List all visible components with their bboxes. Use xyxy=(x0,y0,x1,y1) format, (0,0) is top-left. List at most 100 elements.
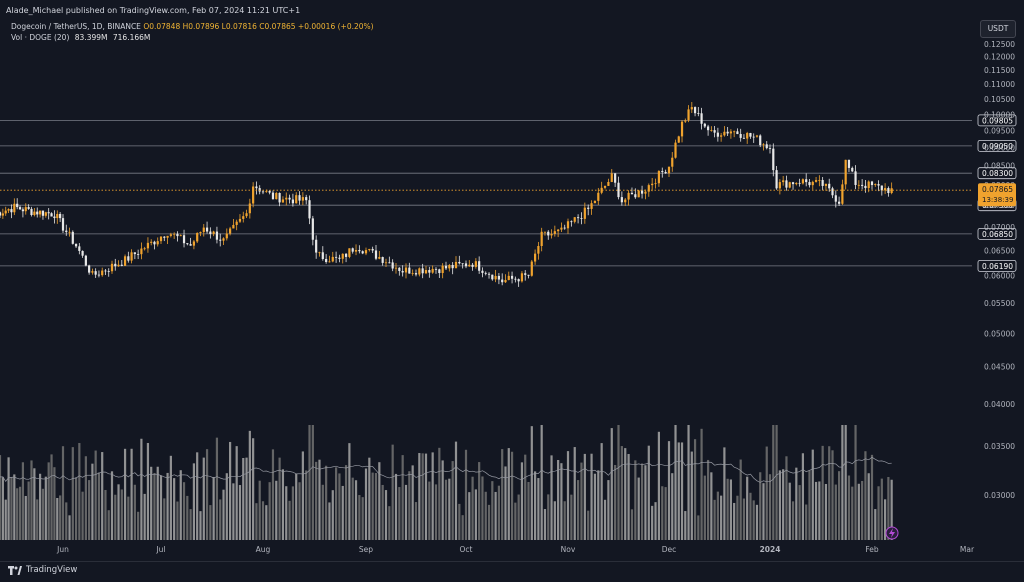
tradingview-logo[interactable]: TradingView xyxy=(8,565,77,575)
y-tick-label: 0.07000 xyxy=(984,223,1015,232)
candle-body xyxy=(182,235,186,244)
volume-bar xyxy=(844,425,847,540)
candle-body xyxy=(697,113,700,114)
volume-bar xyxy=(245,457,248,540)
candle-body xyxy=(209,231,212,235)
volume-bar xyxy=(242,458,245,540)
volume-bar xyxy=(884,499,887,540)
volume-bar xyxy=(248,430,251,540)
candle-body xyxy=(441,265,444,274)
volume-bar xyxy=(351,477,354,540)
volume-bar xyxy=(501,449,504,540)
candle-body xyxy=(597,192,600,201)
candle-body xyxy=(677,136,680,143)
candle-body xyxy=(16,203,19,208)
x-tick-label: Jun xyxy=(56,545,69,554)
volume-bar xyxy=(644,465,647,540)
candle-body xyxy=(173,233,176,235)
volume-legend: Vol · DOGE (20) 83.399M 716.166M xyxy=(11,33,150,42)
candle-body xyxy=(156,241,159,245)
volume-bar xyxy=(107,510,110,540)
candle-body xyxy=(497,275,501,280)
candle-body xyxy=(285,197,288,200)
volume-bar xyxy=(384,490,388,540)
volume-bar xyxy=(301,451,304,540)
volume-bar xyxy=(851,486,854,540)
x-tick-label: Oct xyxy=(460,545,473,554)
volume-bar xyxy=(607,480,610,540)
candle-body xyxy=(834,195,837,202)
candle-body xyxy=(785,180,788,188)
price-chart[interactable]: 0.098050.090500.083000.075000.068500.061… xyxy=(0,0,1024,561)
currency-button[interactable]: USDT xyxy=(980,20,1016,38)
volume-bar xyxy=(215,437,219,540)
volume-bar xyxy=(321,484,324,540)
candle-body xyxy=(854,171,857,185)
candle-body xyxy=(71,231,74,244)
volume-bar xyxy=(117,484,120,540)
volume-bar xyxy=(268,482,271,540)
volume-bar xyxy=(887,476,890,540)
candle-body xyxy=(547,231,550,236)
volume-bar xyxy=(726,478,729,540)
candle-body xyxy=(583,207,586,219)
candle-body xyxy=(44,212,47,216)
candle-body xyxy=(18,207,22,210)
candle-body xyxy=(890,188,893,194)
candle-body xyxy=(637,190,640,198)
candle-body xyxy=(133,252,136,255)
candle-body xyxy=(215,231,219,240)
level-label: 0.08300 xyxy=(982,169,1013,178)
candle-body xyxy=(710,130,713,131)
volume-ma-value: 716.166M xyxy=(112,33,151,42)
y-tick-label: 0.06000 xyxy=(984,272,1015,281)
volume-bar xyxy=(36,499,39,540)
candle-body xyxy=(627,192,630,200)
volume-bar xyxy=(752,500,755,540)
price-axis: 0.12500 0.12000 0.11500 0.11000 0.10500 0.100… xyxy=(984,40,1015,500)
candle-body xyxy=(664,171,667,174)
candle-body xyxy=(394,267,398,269)
volume-bar xyxy=(478,462,481,540)
volume-bar xyxy=(130,448,133,540)
volume-bar xyxy=(153,472,156,540)
last-price-line: 0.07865 13:38:39 xyxy=(0,183,1016,540)
volume-bar xyxy=(348,443,351,540)
volume-bar xyxy=(507,448,510,540)
volume-bar xyxy=(97,472,101,540)
candle-body xyxy=(61,218,65,231)
volume-bar xyxy=(700,428,703,540)
candle-body xyxy=(765,144,768,149)
candle-body xyxy=(107,271,110,272)
candle-body xyxy=(566,221,570,229)
ohlc-open: O0.07848 xyxy=(143,22,181,31)
candle-body xyxy=(720,135,723,137)
level-label-box xyxy=(977,167,1017,180)
candle-body xyxy=(137,254,140,255)
candle-body xyxy=(176,233,179,237)
volume-bar xyxy=(441,460,444,540)
candle-body xyxy=(192,241,196,246)
volume-bar xyxy=(624,448,627,540)
volume-bar xyxy=(778,470,781,540)
volume-bar xyxy=(414,502,418,540)
horizontal-levels: 0.098050.090500.083000.075000.068500.061… xyxy=(0,114,1017,272)
candle-body xyxy=(837,201,841,204)
candle-body xyxy=(196,232,199,242)
candle-body xyxy=(818,180,821,181)
volume-bar xyxy=(438,447,441,540)
candle-body xyxy=(723,131,726,136)
volume-bar xyxy=(454,441,458,540)
volume-bar xyxy=(504,466,507,540)
candle-body xyxy=(729,131,733,134)
candle-body xyxy=(361,251,364,254)
volume-bar xyxy=(841,425,844,540)
volume-bar xyxy=(680,442,684,540)
volume-bar xyxy=(328,502,331,540)
candle-body xyxy=(228,228,232,234)
volume-bar xyxy=(219,499,222,540)
volume-bar xyxy=(424,453,428,540)
volume-bar xyxy=(398,487,401,540)
candle-body xyxy=(474,261,477,267)
candle-body xyxy=(101,270,104,276)
